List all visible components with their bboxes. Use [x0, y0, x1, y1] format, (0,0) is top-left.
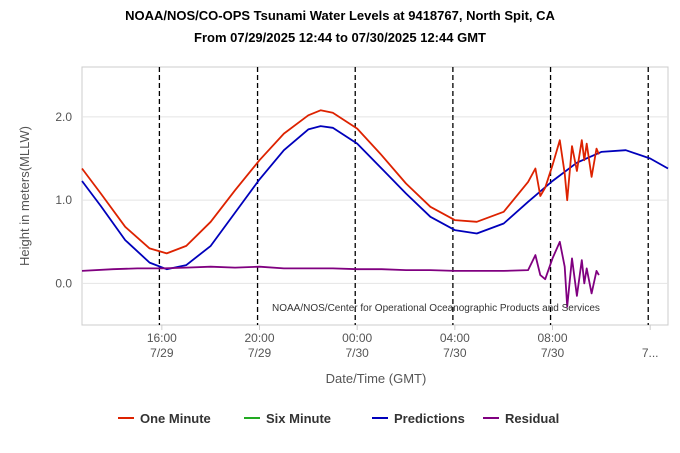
- y-tick-label: 2.0: [55, 110, 72, 124]
- series-line-one-minute: [81, 109, 600, 255]
- x-tick-date: 7/30: [443, 346, 467, 360]
- x-tick-date: 7/29: [150, 346, 174, 360]
- x-tick-time: 20:00: [244, 331, 274, 345]
- legend: One Minute Six Minute Predictions Residual: [118, 411, 559, 426]
- x-tick-time: 16:00: [147, 331, 177, 345]
- legend-label-one-minute: One Minute: [140, 411, 211, 426]
- x-tick-time: 00:00: [342, 331, 372, 345]
- x-tick-time: 04:00: [440, 331, 470, 345]
- y-tick-label: 1.0: [55, 193, 72, 207]
- chart-title: NOAA/NOS/CO-OPS Tsunami Water Levels at …: [125, 8, 555, 23]
- legend-label-six-minute: Six Minute: [266, 411, 331, 426]
- x-tick-date: 7/30: [541, 346, 565, 360]
- credit-text: NOAA/NOS/Center for Operational Oceanogr…: [272, 303, 600, 314]
- event-lines: [158, 67, 649, 325]
- legend-label-residual: Residual: [505, 411, 559, 426]
- x-tick-date: 7/29: [248, 346, 272, 360]
- x-tick-time: 08:00: [537, 331, 567, 345]
- chart-subtitle: From 07/29/2025 12:44 to 07/30/2025 12:4…: [194, 30, 486, 45]
- y-tick-label: 0.0: [55, 276, 72, 290]
- series-group: [81, 109, 669, 308]
- x-tick-date: 7...: [642, 346, 659, 360]
- series-line-residual: [81, 240, 600, 308]
- plot-area: [81, 66, 669, 326]
- y-ticks: 0.0 1.0 2.0: [55, 110, 72, 290]
- x-ticks: 16:007/2920:007/2900:007/3004:007/3008:0…: [147, 325, 659, 360]
- x-axis-title: Date/Time (GMT): [326, 371, 427, 386]
- y-axis-title: Height in meters(MLLW): [17, 126, 32, 266]
- x-tick-date: 7/30: [345, 346, 369, 360]
- legend-label-predictions: Predictions: [394, 411, 465, 426]
